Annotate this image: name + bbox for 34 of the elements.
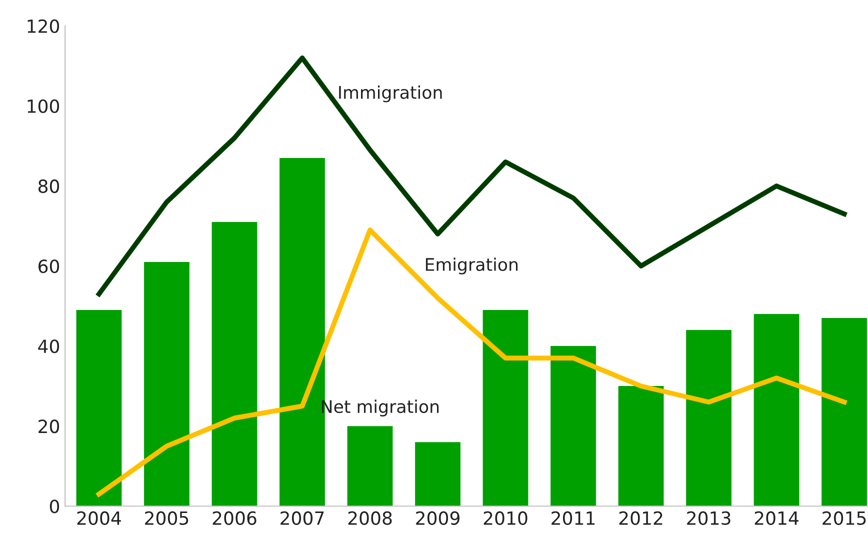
bar <box>822 318 867 506</box>
x-tick-label: 2011 <box>552 511 595 525</box>
bar <box>754 314 800 506</box>
bar <box>482 310 528 506</box>
x-tick-label: 2006 <box>212 511 256 525</box>
series-label: Immigration <box>339 86 442 102</box>
y-tick-label: 40 <box>38 339 60 354</box>
line-series <box>96 228 847 497</box>
y-tick-label: 20 <box>38 420 60 434</box>
bar <box>415 442 460 506</box>
bar <box>144 262 190 506</box>
bar <box>76 310 122 506</box>
bar <box>347 426 393 506</box>
bar <box>618 386 664 506</box>
x-tick-label: 2007 <box>280 511 324 525</box>
x-tick-label: 2008 <box>348 511 392 525</box>
bar <box>212 222 258 506</box>
x-tick-label: 2013 <box>687 511 730 525</box>
y-tick-label: 0 <box>50 500 60 514</box>
x-tick-label: 2004 <box>77 511 121 525</box>
y-tick-label: 120 <box>28 19 60 33</box>
x-tick-label: 2015 <box>822 511 866 525</box>
y-tick-label: 100 <box>28 99 60 114</box>
line-series <box>96 55 847 296</box>
y-tick-label: 80 <box>38 179 60 194</box>
x-tick-label: 2010 <box>484 511 528 525</box>
x-tick-label: 2012 <box>619 511 662 525</box>
y-tick-label: 60 <box>38 259 60 274</box>
bar <box>686 330 732 506</box>
x-tick-label: 2014 <box>754 511 798 525</box>
x-tick-label: 2005 <box>145 511 188 525</box>
x-tick-label: 2009 <box>416 511 460 525</box>
bar <box>550 346 596 506</box>
series-label: Emigration <box>426 258 518 274</box>
